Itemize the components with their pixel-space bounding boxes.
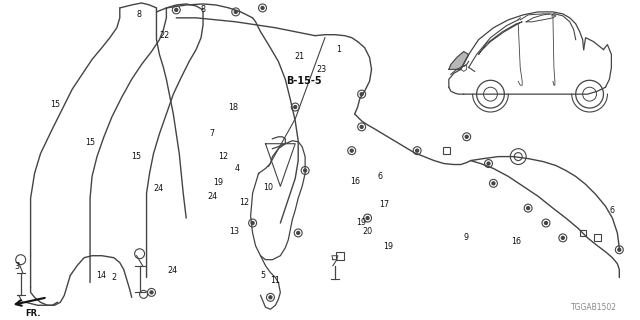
Text: 9: 9 (463, 233, 468, 242)
Text: B-15-5: B-15-5 (286, 76, 322, 86)
Text: 17: 17 (380, 200, 390, 209)
Circle shape (360, 92, 364, 96)
Text: 6: 6 (378, 172, 383, 180)
Text: 19: 19 (214, 178, 223, 187)
Text: 18: 18 (228, 103, 238, 112)
Text: 5: 5 (260, 271, 266, 280)
Text: 15: 15 (85, 138, 95, 147)
Text: 12: 12 (239, 198, 249, 207)
Circle shape (366, 216, 369, 220)
Text: 19: 19 (356, 218, 366, 227)
Text: 8: 8 (137, 10, 141, 19)
Polygon shape (449, 52, 468, 69)
Text: 3: 3 (14, 262, 19, 271)
Circle shape (545, 221, 548, 225)
Text: 11: 11 (271, 276, 280, 285)
Text: 22: 22 (159, 31, 170, 40)
Circle shape (527, 206, 530, 210)
Circle shape (251, 221, 254, 225)
Bar (336, 252, 344, 260)
Circle shape (303, 169, 307, 172)
Text: FR.: FR. (25, 309, 40, 318)
Circle shape (296, 231, 300, 235)
Text: 1: 1 (337, 45, 342, 54)
Text: 19: 19 (383, 242, 394, 251)
Text: 10: 10 (263, 183, 273, 192)
Circle shape (261, 6, 264, 10)
Circle shape (618, 248, 621, 251)
Text: 6: 6 (609, 206, 614, 215)
Text: 12: 12 (218, 153, 228, 162)
Bar (444, 147, 451, 154)
Text: TGGAB1502: TGGAB1502 (572, 303, 618, 312)
Bar (580, 230, 586, 236)
Circle shape (175, 8, 178, 12)
Text: 16: 16 (511, 237, 522, 246)
Circle shape (350, 149, 353, 152)
Bar (594, 235, 601, 241)
Text: 2: 2 (111, 273, 116, 282)
Text: 24: 24 (153, 184, 163, 193)
Circle shape (415, 149, 419, 152)
Circle shape (360, 125, 364, 128)
Circle shape (465, 135, 468, 138)
Text: 16: 16 (350, 177, 360, 186)
Circle shape (234, 10, 237, 13)
Circle shape (294, 106, 297, 108)
Text: 23: 23 (316, 65, 326, 74)
Text: 20: 20 (362, 227, 372, 236)
Circle shape (487, 162, 490, 165)
Circle shape (269, 296, 272, 299)
Text: 24: 24 (168, 266, 178, 275)
Text: 15: 15 (131, 153, 141, 162)
Circle shape (492, 182, 495, 185)
Text: 24: 24 (207, 192, 217, 201)
Text: 15: 15 (50, 100, 60, 109)
Circle shape (150, 291, 153, 294)
Text: 14: 14 (96, 271, 106, 280)
Text: 7: 7 (210, 129, 215, 138)
Circle shape (561, 236, 564, 239)
Text: 21: 21 (294, 52, 305, 61)
Text: 4: 4 (235, 164, 240, 172)
Text: 8: 8 (200, 5, 205, 14)
Text: 13: 13 (229, 227, 239, 236)
